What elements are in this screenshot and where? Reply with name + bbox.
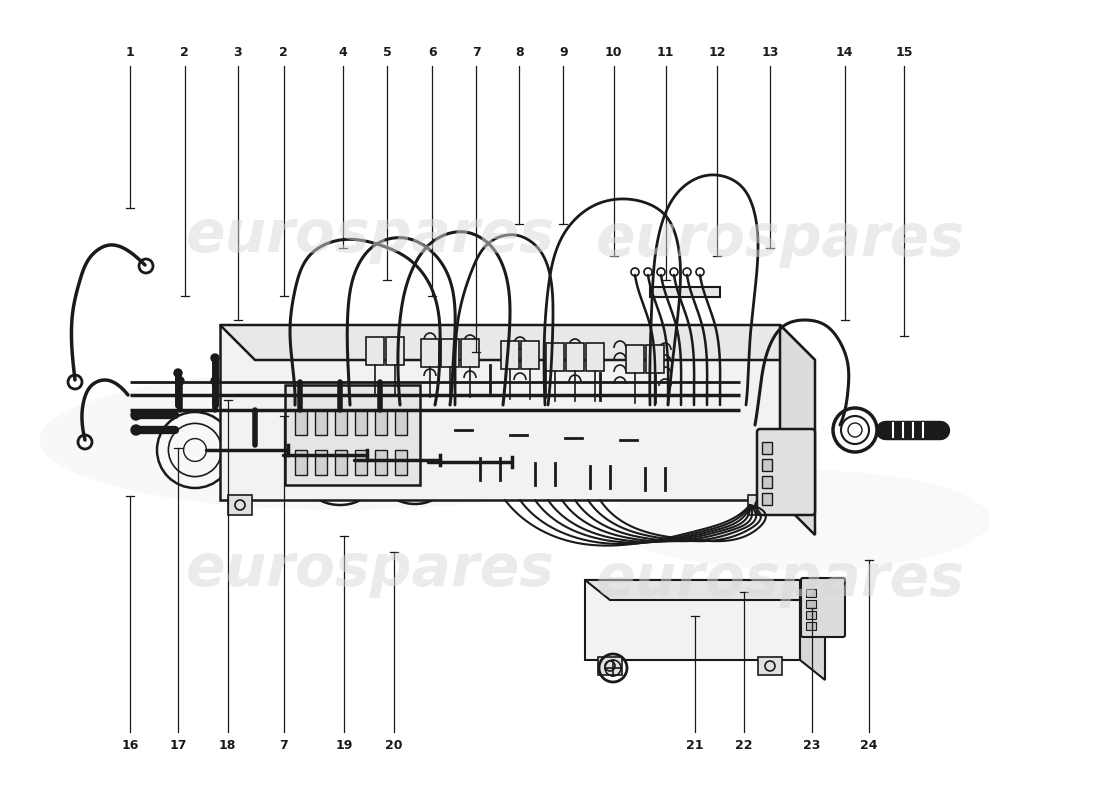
Text: eurospares: eurospares: [595, 211, 965, 269]
Text: 2: 2: [180, 46, 189, 58]
Bar: [762, 476, 772, 488]
Text: eurospares: eurospares: [595, 551, 965, 609]
Circle shape: [131, 425, 141, 435]
Text: 19: 19: [336, 739, 353, 752]
Bar: [806, 611, 816, 619]
Text: 2: 2: [279, 46, 288, 58]
Circle shape: [174, 369, 182, 377]
Bar: [646, 345, 664, 373]
Bar: [366, 337, 384, 365]
Bar: [806, 622, 816, 630]
Ellipse shape: [40, 370, 640, 510]
Bar: [461, 339, 478, 367]
Text: 7: 7: [279, 739, 288, 752]
Text: 23: 23: [803, 739, 821, 752]
Text: 1: 1: [125, 46, 134, 58]
Bar: [480, 392, 501, 406]
Text: 18: 18: [219, 739, 236, 752]
Polygon shape: [780, 325, 815, 535]
Bar: [762, 493, 772, 505]
Bar: [521, 341, 539, 369]
Text: 7: 7: [472, 46, 481, 58]
Bar: [228, 495, 252, 515]
Text: eurospares: eurospares: [186, 206, 554, 263]
Text: 9: 9: [559, 46, 568, 58]
Polygon shape: [220, 325, 780, 500]
Text: 16: 16: [121, 739, 139, 752]
Bar: [315, 450, 327, 475]
Bar: [500, 341, 519, 369]
Bar: [762, 442, 772, 454]
Bar: [748, 495, 772, 515]
Text: 11: 11: [657, 46, 674, 58]
Text: 12: 12: [708, 46, 726, 58]
Text: eurospares: eurospares: [186, 542, 554, 598]
Bar: [355, 410, 367, 435]
Bar: [315, 410, 327, 435]
Polygon shape: [800, 580, 825, 680]
Ellipse shape: [610, 470, 990, 570]
Bar: [645, 402, 665, 416]
Polygon shape: [220, 325, 815, 360]
Text: 6: 6: [428, 46, 437, 58]
Text: 3: 3: [233, 46, 242, 58]
Text: 10: 10: [605, 46, 623, 58]
FancyBboxPatch shape: [801, 578, 845, 637]
Bar: [336, 450, 346, 475]
Polygon shape: [585, 580, 825, 600]
Circle shape: [336, 377, 344, 385]
Bar: [598, 657, 622, 675]
Bar: [546, 343, 564, 371]
FancyBboxPatch shape: [635, 414, 675, 470]
Text: 20: 20: [385, 739, 403, 752]
Bar: [566, 343, 584, 371]
Circle shape: [251, 442, 258, 450]
Bar: [395, 410, 407, 435]
FancyBboxPatch shape: [470, 404, 510, 460]
Text: 5: 5: [383, 46, 392, 58]
Text: 4: 4: [339, 46, 348, 58]
Bar: [395, 450, 407, 475]
Bar: [806, 589, 816, 597]
Circle shape: [131, 410, 141, 420]
Bar: [441, 339, 459, 367]
Text: 17: 17: [169, 739, 187, 752]
Text: 14: 14: [836, 46, 854, 58]
Bar: [650, 287, 721, 297]
Circle shape: [376, 377, 384, 385]
Bar: [758, 657, 782, 675]
Bar: [386, 337, 404, 365]
Text: 22: 22: [735, 739, 752, 752]
Text: 21: 21: [686, 739, 704, 752]
Bar: [421, 339, 439, 367]
FancyBboxPatch shape: [757, 429, 815, 515]
Bar: [295, 450, 307, 475]
Polygon shape: [585, 580, 800, 660]
Bar: [285, 385, 420, 485]
Bar: [355, 450, 367, 475]
Bar: [762, 459, 772, 471]
Circle shape: [176, 377, 184, 385]
Bar: [375, 450, 387, 475]
Text: 13: 13: [761, 46, 779, 58]
Bar: [590, 400, 610, 414]
Text: 8: 8: [515, 46, 524, 58]
FancyBboxPatch shape: [580, 412, 620, 468]
Bar: [535, 397, 556, 411]
Bar: [375, 410, 387, 435]
Text: 15: 15: [895, 46, 913, 58]
Bar: [295, 410, 307, 435]
Circle shape: [296, 377, 304, 385]
Bar: [626, 345, 644, 373]
Circle shape: [211, 377, 219, 385]
Bar: [806, 600, 816, 608]
Bar: [336, 410, 346, 435]
Circle shape: [211, 354, 219, 362]
Bar: [586, 343, 604, 371]
Text: 24: 24: [860, 739, 878, 752]
FancyBboxPatch shape: [525, 409, 565, 465]
